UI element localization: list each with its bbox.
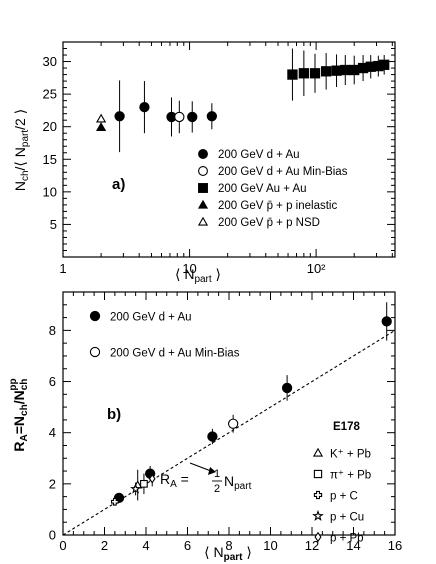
x-tick-label: 1 xyxy=(59,261,66,276)
data-point-200-gev-d-au-min-bias xyxy=(174,111,185,123)
data-point-200-gev-au-au xyxy=(379,59,390,70)
legend-label-p-cu: p + Cu xyxy=(330,512,364,524)
y-tick-label: 0 xyxy=(49,528,56,543)
data-point-200-gev-d-au xyxy=(139,102,150,113)
data-point-200-gev-au-au xyxy=(309,68,321,79)
panel-b-data xyxy=(111,302,392,506)
x-tick-label: 4 xyxy=(142,538,149,553)
panel-a-xlabel: ⟨ Npart ⟩ xyxy=(175,266,221,285)
panel-b-ylabel: RA=Nch/Nchpp xyxy=(8,378,30,451)
x-tick-label: 8 xyxy=(225,538,232,553)
panel-a-label: a) xyxy=(112,176,125,193)
e178-title: E178 xyxy=(333,421,360,433)
fit-line-annotation: RA = 1 2 Npart xyxy=(160,462,252,495)
y-tick-label: 30 xyxy=(43,54,57,69)
legend-marker-pb xyxy=(313,469,323,479)
data-point-p-cu xyxy=(130,483,142,494)
legend-marker-200-gev-d-au-min-bias xyxy=(198,166,208,176)
annotation-arrowhead xyxy=(208,467,216,475)
legend-marker-p-pb xyxy=(314,531,322,543)
x-tick-label: 16 xyxy=(388,538,402,553)
legend-label-200-gev-p-p-inelastic: 200 GeV p̄ + p inelastic xyxy=(218,200,337,212)
x-tick-label: 6 xyxy=(184,538,191,553)
legend-label-pb: π⁺ + Pb xyxy=(330,470,371,482)
data-point-200-gev-d-au xyxy=(207,431,218,442)
y-tick-label: 4 xyxy=(49,425,56,440)
fit-line xyxy=(62,329,396,536)
annotation-half-num: 1 xyxy=(214,468,220,480)
panel-a-data xyxy=(96,48,390,153)
panel-b-xlabel: ⟨ Npart ⟩ xyxy=(204,544,252,563)
y-tick-label: 8 xyxy=(49,323,56,338)
legend-label-200-gev-d-au: 200 GeV d + Au xyxy=(110,312,192,324)
annotation-half-den: 2 xyxy=(214,483,220,495)
x-tick-label: 14 xyxy=(346,538,360,553)
legend-label-p-c: p + C xyxy=(330,491,358,503)
data-point-200-gev-d-au-min-bias xyxy=(227,418,239,429)
legend-label-k-pb: K⁺ + Pb xyxy=(330,449,371,461)
x-tick-label: 0 xyxy=(59,538,66,553)
y-tick-label: 15 xyxy=(43,152,57,167)
legend-marker-k-pb xyxy=(312,447,324,457)
y-tick-label: 5 xyxy=(50,217,57,232)
annotation-ra-text: RA = xyxy=(160,471,189,490)
legend-marker-200-gev-p-p-nsd xyxy=(197,216,209,226)
legend-label-200-gev-d-au-min-bias: 200 GeV d + Au Min-Bias xyxy=(218,166,348,178)
panel-b-label: b) xyxy=(107,406,121,423)
data-point-200-gev-d-au xyxy=(281,382,293,394)
data-point-200-gev-d-au xyxy=(206,111,217,122)
data-point-200-gev-au-au xyxy=(331,65,342,76)
panel-a-legend: 200 GeV d + Au 200 GeV d + Au Min-Bias 200… xyxy=(197,149,348,229)
data-point-200-gev-p-p-inelastic xyxy=(96,122,107,132)
legend-marker-200-gev-d-au-min-bias xyxy=(89,346,101,358)
panel-a-ylabel: Nch/⟨ Npart/2 ⟩ xyxy=(12,109,31,191)
data-point-200-gev-p-p-nsd xyxy=(96,113,107,123)
legend-marker-200-gev-p-p-inelastic xyxy=(197,199,209,209)
data-point-200-gev-au-au xyxy=(287,69,298,80)
data-point-200-gev-d-au xyxy=(381,316,392,327)
legend-marker-p-c xyxy=(313,490,323,500)
legend-marker-200-gev-d-au xyxy=(89,310,101,322)
x-tick-label: 2 xyxy=(101,538,108,553)
legend-label-200-gev-p-p-nsd: 200 GeV p̄ + p NSD xyxy=(218,217,320,229)
x-tick-label: 10 xyxy=(182,261,196,276)
annotation-npart-text: Npart xyxy=(224,473,252,492)
data-point-200-gev-au-au xyxy=(340,64,351,76)
panel-b-legend: 200 GeV d + Au 200 GeV d + Au Min-Bias K⁺ … xyxy=(89,310,371,545)
data-point-200-gev-au-au xyxy=(320,66,332,77)
y-tick-label: 6 xyxy=(49,374,56,389)
annotation-arrow-line xyxy=(189,462,212,472)
legend-marker-200-gev-au-au xyxy=(198,183,208,193)
data-point-200-gev-au-au xyxy=(298,68,310,79)
y-tick-label: 2 xyxy=(49,476,56,491)
y-tick-label: 20 xyxy=(43,119,57,134)
data-point-pb xyxy=(140,479,148,488)
legend-label-200-gev-au-au: 200 GeV Au + Au xyxy=(218,183,307,195)
data-point-200-gev-d-au xyxy=(114,111,125,122)
x-tick-label: 10² xyxy=(307,261,326,276)
x-tick-label: 12 xyxy=(305,538,319,553)
panel-a-ticks: 1 10 10² 5 10 15 20 25 30 xyxy=(43,42,395,276)
data-point-200-gev-d-au xyxy=(187,111,198,123)
legend-label-200-gev-d-au: 200 GeV d + Au xyxy=(218,149,300,161)
y-tick-label: 10 xyxy=(43,184,57,199)
data-point-p-c xyxy=(111,497,119,506)
x-tick-label: 10 xyxy=(263,538,277,553)
legend-label-200-gev-d-au-min-bias: 200 GeV d + Au Min-Bias xyxy=(110,348,240,360)
legend-marker-200-gev-d-au xyxy=(198,149,208,159)
panel-a-frame xyxy=(62,41,396,258)
legend-label-p-pb: p + Pb xyxy=(330,533,364,545)
data-point-p-pb xyxy=(148,473,156,484)
y-tick-label: 25 xyxy=(43,87,57,102)
panel-b-fit-line xyxy=(62,329,396,536)
legend-marker-p-cu xyxy=(312,509,324,521)
data-point-200-gev-au-au xyxy=(349,64,360,76)
